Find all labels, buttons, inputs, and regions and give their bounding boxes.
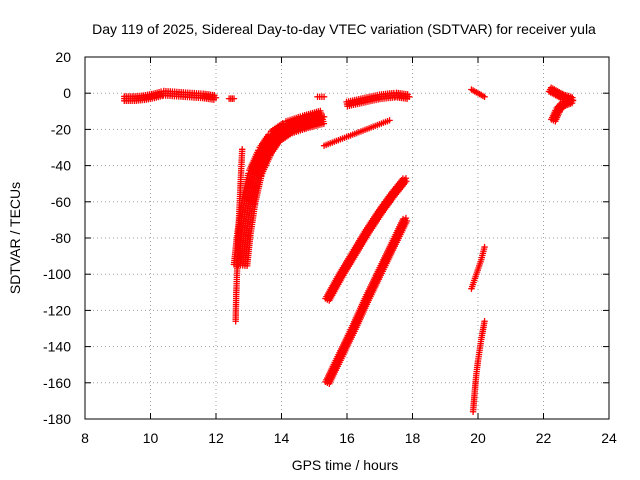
data-point — [403, 217, 411, 225]
x-tick-label: 8 — [81, 430, 89, 446]
data-point — [212, 94, 220, 101]
data-point — [386, 117, 393, 124]
data-point — [230, 95, 238, 102]
x-tick-label: 10 — [143, 430, 159, 446]
x-tick-label: 18 — [405, 430, 421, 446]
x-tick-label: 12 — [208, 430, 224, 446]
series-arc-upper-16 — [320, 117, 393, 149]
series-arc-mid-diagonal — [322, 175, 410, 304]
series-arc-large-rising — [230, 107, 328, 270]
y-tick-label: -100 — [43, 266, 71, 282]
series-arc-near-zero-morning — [121, 87, 220, 105]
series-isolated-20-top — [468, 86, 488, 101]
series-arc-22-lower — [548, 95, 577, 125]
axis-ticks: 8 10 12 14 16 18 20 22 24 20 0 -20 -40 -60 -80 -100 -120… — [43, 49, 617, 446]
y-axis-label: SDTVAR / TECUs — [7, 182, 23, 294]
x-tick-label: 24 — [601, 430, 617, 446]
data-point — [402, 214, 410, 222]
y-tick-label: -120 — [43, 302, 71, 318]
data-point — [320, 113, 328, 120]
grid-layer — [85, 57, 609, 419]
chart-title: Day 119 of 2025, Sidereal Day-to-day VTE… — [92, 21, 596, 37]
y-tick-label: 20 — [55, 49, 71, 65]
x-tick-label: 16 — [339, 430, 355, 446]
y-tick-label: -180 — [43, 411, 71, 427]
data-point — [406, 93, 413, 101]
y-tick-label: 0 — [63, 85, 71, 101]
x-tick-label: 22 — [536, 430, 552, 446]
y-tick-label: -80 — [51, 230, 71, 246]
data-point — [320, 120, 328, 127]
data-point — [481, 318, 488, 325]
y-tick-label: -20 — [51, 121, 71, 137]
data-point — [481, 243, 488, 251]
data-point — [402, 175, 410, 182]
data-point — [569, 97, 577, 104]
y-tick-label: -60 — [51, 194, 71, 210]
series-arc-20-mid — [468, 243, 488, 292]
series-arc-20-steep — [469, 318, 488, 415]
series-isolated-15.2 — [314, 93, 328, 101]
y-tick-label: -140 — [43, 339, 71, 355]
series-arc-near-zero-17 — [343, 89, 413, 110]
y-tick-label: -40 — [51, 158, 71, 174]
x-axis-label: GPS time / hours — [292, 457, 399, 473]
data-point — [481, 93, 488, 101]
x-tick-label: 14 — [274, 430, 290, 446]
data-point — [239, 146, 246, 153]
series-arc-low-diagonal — [322, 214, 411, 387]
series-isolated-12.5 — [225, 95, 238, 102]
y-tick-label: -160 — [43, 375, 71, 391]
x-tick-label: 20 — [470, 430, 486, 446]
data-point — [320, 93, 328, 101]
data-marks — [121, 84, 577, 415]
